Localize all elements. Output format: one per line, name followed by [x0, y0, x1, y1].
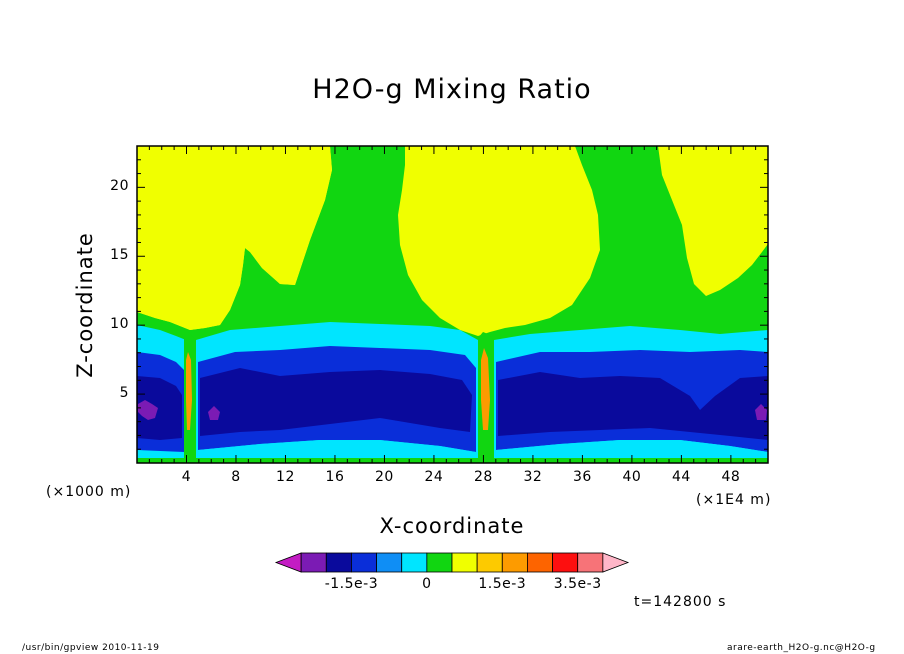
colorbar-swatch: [300, 552, 327, 573]
colorbar-label: 3.5e-3: [553, 576, 602, 592]
region-yellow-center: [398, 146, 600, 336]
y-unit-note: (×1E4 m): [696, 492, 772, 508]
colorbar-swatch: [602, 552, 630, 573]
x-tick-label: 48: [721, 469, 741, 485]
footer-left: /usr/bin/gpview 2010-11-19: [22, 643, 160, 653]
y-tick-label: 15: [110, 247, 129, 264]
colorbar-swatch: [451, 552, 478, 573]
colorbar-swatch: [376, 552, 403, 573]
region-cyan-right-bottom: [496, 440, 768, 463]
colorbar-swatch: [552, 552, 579, 573]
colorbar-swatch: [476, 552, 503, 573]
y-tick-label: 20: [110, 178, 129, 195]
colorbar-swatch: [426, 552, 453, 573]
x-ticks: [148, 146, 757, 463]
colorbar-swatch: [351, 552, 377, 573]
x-tick-label: 12: [276, 469, 295, 485]
colorbar: [274, 552, 630, 573]
region-darkblue-mid: [200, 368, 472, 436]
region-yellow-right: [658, 146, 768, 296]
x-axis-label: X-coordinate: [379, 514, 525, 538]
x-tick-label: 40: [622, 469, 642, 485]
region-purple-1: [138, 400, 158, 420]
y-tick-label: 5: [119, 385, 129, 402]
colorbar-label: -1.5e-3: [324, 576, 379, 592]
colorbar-label: 1.5e-3: [478, 576, 527, 592]
y-tick-label: 10: [110, 316, 129, 333]
colorbar-swatch: [501, 552, 528, 573]
colorbar-swatch: [401, 552, 428, 573]
y-ticks: [137, 159, 768, 450]
colorbar-swatch: [577, 552, 604, 573]
region-green-bottom: [137, 458, 768, 463]
x-tick-label: 4: [181, 469, 192, 485]
x-tick-label: 28: [474, 469, 493, 485]
region-yellow-left: [137, 146, 332, 330]
region-darkblue-left: [137, 376, 182, 440]
region-purple-2: [208, 406, 220, 420]
x-unit-note: (×1000 m): [46, 484, 132, 500]
colorbar-swatch: [527, 552, 553, 573]
updraft-core-left: [186, 352, 192, 430]
x-tick-label: 20: [375, 469, 394, 485]
updraft-core-right: [481, 348, 490, 430]
contour-field: [137, 146, 768, 463]
x-tick-label: 32: [523, 469, 543, 485]
x-tick-label: 36: [572, 469, 592, 485]
colorbar-swatch: [274, 552, 302, 573]
region-cyan-mid-bottom: [198, 440, 478, 463]
chart-title: H2O-g Mixing Ratio: [312, 74, 592, 105]
time-label: t=142800 s: [634, 594, 727, 610]
x-tick-label: 24: [424, 469, 444, 485]
y-axis-label: Z-coordinate: [73, 232, 97, 378]
colorbar-label: 0: [422, 576, 432, 592]
region-darkblue-right: [498, 372, 768, 440]
plot-frame: [136, 145, 769, 464]
x-tick-label: 16: [325, 469, 345, 485]
footer-right: arare-earth_H2O-g.nc@H2O-g: [727, 643, 876, 653]
colorbar-swatch: [325, 552, 352, 573]
x-tick-label: 44: [671, 469, 691, 485]
x-tick-label: 8: [231, 469, 241, 485]
